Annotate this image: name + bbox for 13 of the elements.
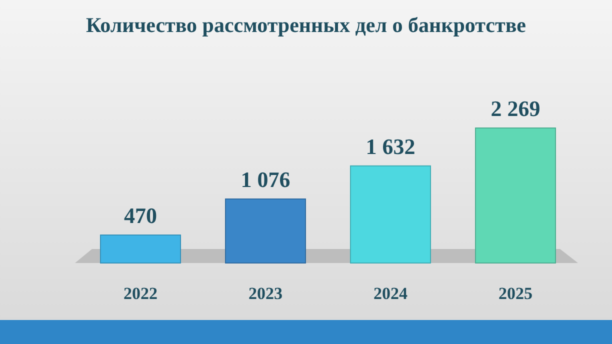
x-tick-label: 2023 xyxy=(248,284,282,304)
x-tick-label: 2022 xyxy=(124,284,158,304)
bar xyxy=(350,165,431,264)
x-tick-label: 2025 xyxy=(498,284,532,304)
data-label: 2 269 xyxy=(490,96,540,121)
bar xyxy=(475,128,556,264)
bar xyxy=(225,198,306,264)
data-label: 1 632 xyxy=(366,134,416,159)
data-label: 1 076 xyxy=(240,166,290,192)
bar xyxy=(100,234,181,264)
chart-title: Количество рассмотренных дел о банкротстве xyxy=(86,13,526,37)
data-label: 470 xyxy=(124,203,157,228)
x-tick-label: 2024 xyxy=(374,284,408,304)
